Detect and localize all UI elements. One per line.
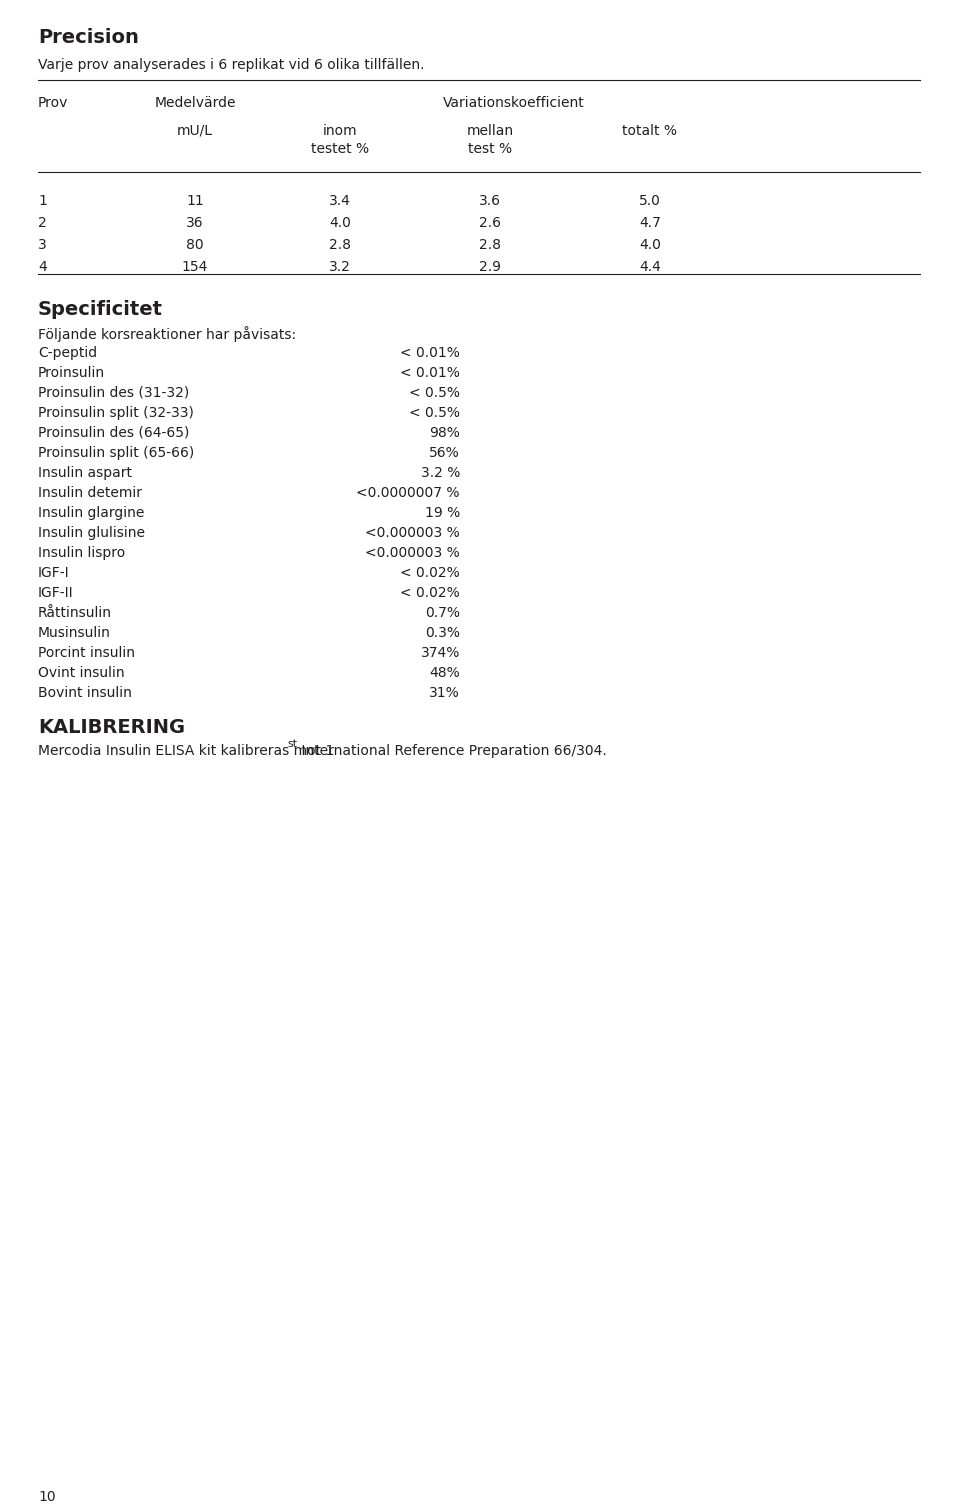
Text: st: st [287,739,298,748]
Text: 36: 36 [186,216,204,230]
Text: 4.4: 4.4 [639,260,660,274]
Text: 4: 4 [38,260,47,274]
Text: Insulin detemir: Insulin detemir [38,485,142,500]
Text: < 0.02%: < 0.02% [400,587,460,600]
Text: Proinsulin: Proinsulin [38,366,106,380]
Text: Proinsulin des (31-32): Proinsulin des (31-32) [38,386,189,401]
Text: 56%: 56% [429,446,460,460]
Text: Prov: Prov [38,95,68,110]
Text: Insulin aspart: Insulin aspart [38,466,132,479]
Text: mellan
test %: mellan test % [467,124,514,156]
Text: Proinsulin split (65-66): Proinsulin split (65-66) [38,446,194,460]
Text: 1: 1 [38,194,47,209]
Text: totalt %: totalt % [622,124,678,138]
Text: 3.6: 3.6 [479,194,501,209]
Text: Insulin lispro: Insulin lispro [38,546,125,559]
Text: < 0.02%: < 0.02% [400,565,460,581]
Text: 2.6: 2.6 [479,216,501,230]
Text: 2.8: 2.8 [329,237,351,253]
Text: 31%: 31% [429,686,460,700]
Text: 4.7: 4.7 [639,216,660,230]
Text: Specificitet: Specificitet [38,299,163,319]
Text: <0.000003 %: <0.000003 % [365,546,460,559]
Text: < 0.5%: < 0.5% [409,386,460,401]
Text: 10: 10 [38,1489,56,1504]
Text: <0.0000007 %: <0.0000007 % [356,485,460,500]
Text: 2.8: 2.8 [479,237,501,253]
Text: 19 %: 19 % [424,507,460,520]
Text: mU/L: mU/L [177,124,213,138]
Text: 5.0: 5.0 [639,194,660,209]
Text: Variationskoefficient: Variationskoefficient [443,95,585,110]
Text: 374%: 374% [420,646,460,661]
Text: 3: 3 [38,237,47,253]
Text: Precision: Precision [38,29,139,47]
Text: Medelvärde: Medelvärde [155,95,236,110]
Text: 154: 154 [181,260,208,274]
Text: C-peptid: C-peptid [38,346,97,360]
Text: 3.2 %: 3.2 % [420,466,460,479]
Text: 3.2: 3.2 [329,260,351,274]
Text: Mercodia Insulin ELISA kit kalibreras mot 1: Mercodia Insulin ELISA kit kalibreras mo… [38,744,334,758]
Text: Bovint insulin: Bovint insulin [38,686,132,700]
Text: 80: 80 [186,237,204,253]
Text: Insulin glulisine: Insulin glulisine [38,526,145,540]
Text: 2: 2 [38,216,47,230]
Text: 4.0: 4.0 [639,237,660,253]
Text: Insulin glargine: Insulin glargine [38,507,144,520]
Text: International Reference Preparation 66/304.: International Reference Preparation 66/3… [297,744,607,758]
Text: < 0.5%: < 0.5% [409,407,460,420]
Text: < 0.01%: < 0.01% [400,366,460,380]
Text: Ovint insulin: Ovint insulin [38,665,125,680]
Text: 0.7%: 0.7% [425,606,460,620]
Text: 98%: 98% [429,426,460,440]
Text: 11: 11 [186,194,204,209]
Text: Porcint insulin: Porcint insulin [38,646,135,661]
Text: < 0.01%: < 0.01% [400,346,460,360]
Text: Proinsulin split (32-33): Proinsulin split (32-33) [38,407,194,420]
Text: 4.0: 4.0 [329,216,351,230]
Text: Råttinsulin: Råttinsulin [38,606,112,620]
Text: Proinsulin des (64-65): Proinsulin des (64-65) [38,426,189,440]
Text: Följande korsreaktioner har påvisats:: Följande korsreaktioner har påvisats: [38,327,296,342]
Text: IGF-II: IGF-II [38,587,74,600]
Text: 0.3%: 0.3% [425,626,460,640]
Text: Varje prov analyserades i 6 replikat vid 6 olika tillfällen.: Varje prov analyserades i 6 replikat vid… [38,57,424,73]
Text: IGF-I: IGF-I [38,565,70,581]
Text: 3.4: 3.4 [329,194,351,209]
Text: KALIBRERING: KALIBRERING [38,718,185,736]
Text: <0.000003 %: <0.000003 % [365,526,460,540]
Text: 48%: 48% [429,665,460,680]
Text: Musinsulin: Musinsulin [38,626,110,640]
Text: 2.9: 2.9 [479,260,501,274]
Text: inom
testet %: inom testet % [311,124,369,156]
